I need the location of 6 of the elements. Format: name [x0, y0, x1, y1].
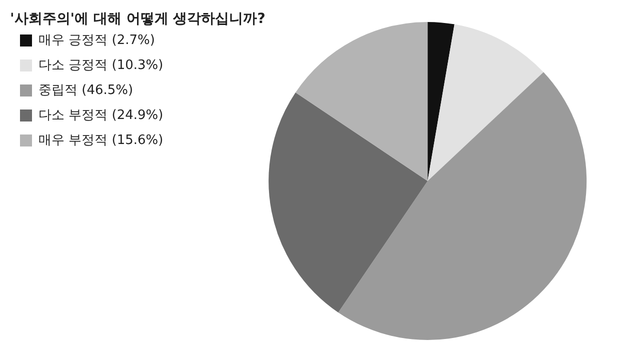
- legend-label: 매우 긍정적 (2.7%): [38, 32, 155, 48]
- legend-label: 다소 긍정적 (10.3%): [38, 58, 164, 73]
- chart-title: '사회주의'에 대해 어떻게 생각하십니까?: [10, 10, 266, 28]
- legend-label: 다소 부정적 (24.9%): [38, 108, 164, 123]
- legend-label: 매우 부정적 (15.6%): [38, 132, 164, 148]
- legend-label: 중립적 (46.5%): [38, 82, 134, 98]
